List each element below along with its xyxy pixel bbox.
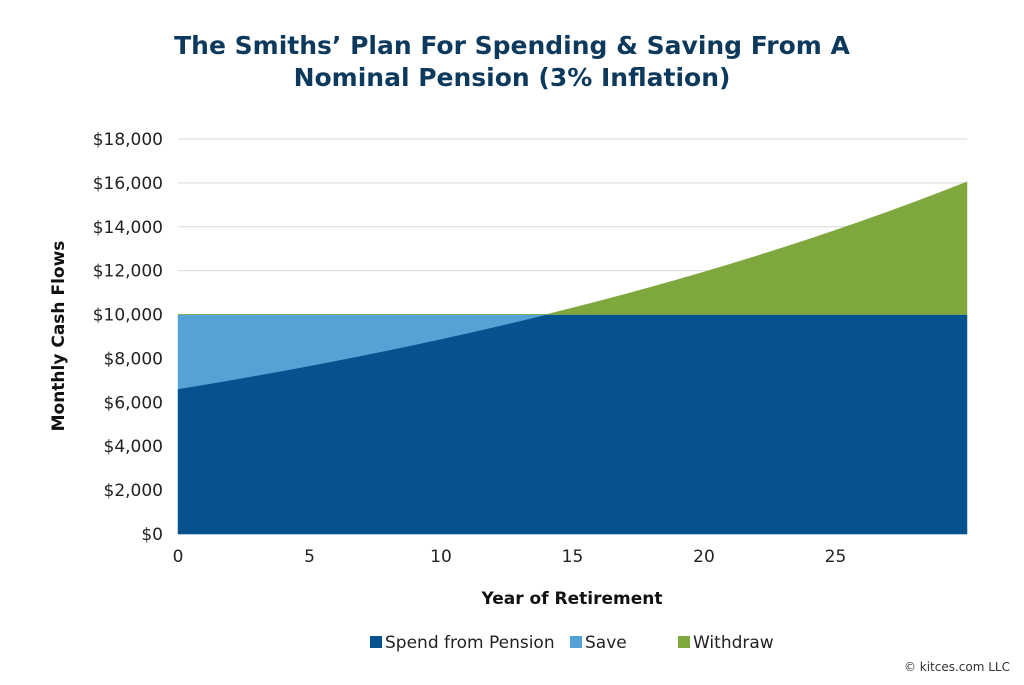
- chart-title-line-1: The Smiths’ Plan For Spending & Saving F…: [174, 31, 850, 60]
- legend-item: Save: [570, 633, 627, 653]
- y-axis-ticks: $0 $2,000 $4,000 $6,000 $8,000 $10,000 $12,000…: [93, 130, 163, 545]
- legend-label: Withdraw: [693, 633, 774, 653]
- legend-swatch: [570, 636, 582, 648]
- x-axis-ticks: 0 5 10 15 20 25: [173, 547, 847, 567]
- legend: Spend from Pension Save Withdraw: [370, 633, 774, 653]
- x-tick-label: 25: [825, 547, 847, 567]
- legend-swatch: [370, 636, 382, 648]
- y-tick-label: $0: [141, 525, 163, 545]
- x-tick-label: 0: [173, 547, 184, 567]
- y-tick-label: $2,000: [104, 481, 163, 501]
- y-tick-label: $10,000: [93, 306, 163, 326]
- y-axis-label: Monthly Cash Flows: [49, 241, 69, 432]
- y-tick-label: $4,000: [104, 437, 163, 457]
- y-tick-label: $12,000: [93, 262, 163, 282]
- x-tick-label: 20: [693, 547, 715, 567]
- x-tick-label: 10: [430, 547, 452, 567]
- y-tick-label: $14,000: [93, 218, 163, 238]
- legend-label: Save: [585, 633, 627, 653]
- x-axis-label: Year of Retirement: [480, 589, 662, 609]
- y-tick-label: $16,000: [93, 174, 163, 194]
- y-tick-label: $6,000: [104, 393, 163, 413]
- x-tick-label: 5: [304, 547, 315, 567]
- copyright: © kitces.com LLC: [904, 660, 1010, 674]
- y-tick-label: $18,000: [93, 130, 163, 150]
- plot-areas: [177, 181, 968, 535]
- area-withdraw: [178, 181, 968, 315]
- legend-item: Spend from Pension: [370, 633, 555, 653]
- legend-item: Withdraw: [678, 633, 774, 653]
- y-tick-label: $8,000: [104, 349, 163, 369]
- legend-label: Spend from Pension: [385, 633, 555, 653]
- x-tick-label: 15: [562, 547, 584, 567]
- legend-swatch: [678, 636, 690, 648]
- chart-title-line-2: Nominal Pension (3% Inflation): [294, 63, 731, 92]
